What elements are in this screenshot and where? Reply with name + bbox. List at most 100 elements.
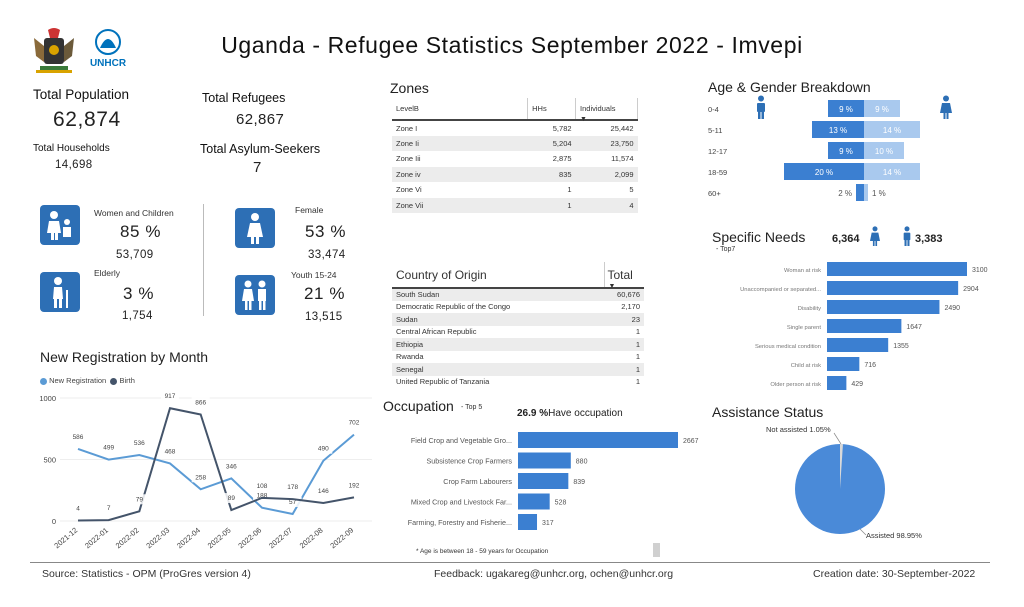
male-value-label: 9 % bbox=[839, 105, 853, 114]
origin-table: Country of Origin Total ▼ South Sudan 60,6… bbox=[392, 262, 644, 388]
female-bar bbox=[864, 142, 904, 159]
table-cell: 1 bbox=[635, 377, 640, 387]
zones-header-level[interactable]: LevelB bbox=[392, 98, 529, 121]
zones-title: Zones bbox=[390, 80, 429, 96]
occupation-bar bbox=[518, 473, 569, 489]
data-label-bg bbox=[283, 496, 302, 507]
x-tick-label: 2022-04 bbox=[175, 526, 202, 551]
data-label-bg bbox=[345, 417, 363, 428]
not-assisted-leader bbox=[833, 432, 842, 445]
data-label: 346 bbox=[226, 463, 237, 470]
table-row[interactable]: Zone Vi 1 5 bbox=[392, 182, 638, 198]
table-cell: Zone Vii bbox=[392, 197, 528, 213]
zones-header-individuals[interactable]: Individuals ▼ bbox=[575, 98, 638, 123]
age-category-label: 5-11 bbox=[708, 126, 722, 135]
occupation-have-text: Have occupation bbox=[548, 408, 623, 419]
y-tick-label: 1000 bbox=[39, 394, 56, 403]
elderly-count: 1,754 bbox=[122, 310, 153, 322]
unhcr-logo: UNHCR bbox=[84, 26, 132, 76]
data-label-bg bbox=[130, 438, 149, 449]
occupation-chart: Field Crop and Vegetable Gro... 2667 Subsi… bbox=[408, 432, 699, 530]
total-households-value: 14,698 bbox=[55, 159, 93, 171]
table-row[interactable]: Zone I 5,782 25,442 bbox=[392, 120, 638, 136]
specific-needs-title: Specific Needs bbox=[712, 229, 806, 245]
data-label-bg bbox=[191, 397, 210, 408]
legend-birth-dot bbox=[110, 377, 118, 385]
male-bar bbox=[812, 121, 864, 138]
table-row[interactable]: Zone Vii 1 4 bbox=[392, 197, 638, 213]
table-row[interactable]: Democratic Republic of the Congo 2,170 bbox=[392, 301, 644, 314]
female-value-label: 14 % bbox=[883, 126, 901, 135]
table-cell: 23 bbox=[604, 313, 644, 326]
table-cell: 60,676 bbox=[604, 288, 644, 301]
data-label: 536 bbox=[134, 440, 145, 447]
need-bar bbox=[827, 300, 940, 314]
table-row[interactable]: Zone Ii 5,204 23,750 bbox=[392, 135, 638, 151]
occupation-value: 317 bbox=[542, 520, 554, 527]
x-tick-label: 2022-06 bbox=[236, 526, 263, 551]
data-label-bg bbox=[253, 480, 271, 491]
table-cell: Central African Republic bbox=[396, 327, 477, 337]
occupation-subtitle: - Top 5 bbox=[461, 404, 483, 411]
occupation-label: Field Crop and Vegetable Gro... bbox=[411, 436, 512, 445]
data-label-bg bbox=[345, 480, 363, 491]
data-label-bg bbox=[253, 490, 271, 501]
data-label: 57 bbox=[289, 499, 297, 506]
female-value-label: 10 % bbox=[875, 147, 893, 156]
total-population-label: Total Population bbox=[33, 87, 130, 102]
data-label: 89 bbox=[228, 495, 236, 502]
table-row[interactable]: Central African Republic 1 bbox=[392, 326, 644, 339]
female-value-label: 14 % bbox=[883, 168, 901, 177]
data-label-bg bbox=[314, 443, 333, 454]
zones-header-hhs[interactable]: HHs bbox=[527, 98, 577, 121]
need-value: 1355 bbox=[893, 343, 909, 350]
table-row[interactable]: Rwanda 1 bbox=[392, 351, 644, 364]
table-cell: 1 bbox=[567, 185, 572, 195]
data-label: 146 bbox=[318, 488, 329, 495]
scrollbar-thumb[interactable] bbox=[653, 543, 660, 557]
male-value-label: 2 % bbox=[838, 189, 852, 198]
female-pct: 53 % bbox=[305, 222, 347, 241]
table-row[interactable]: Zone Iii 2,875 11,574 bbox=[392, 151, 638, 167]
x-tick-label: 2022-02 bbox=[114, 526, 141, 551]
table-row[interactable]: United Republic of Tanzania 1 bbox=[392, 376, 644, 389]
data-label-bg bbox=[161, 446, 179, 457]
assisted-label: Assisted 98.95% bbox=[866, 531, 922, 540]
need-bar bbox=[827, 319, 902, 333]
data-label: 4 bbox=[76, 506, 80, 513]
women-children-pct: 85 % bbox=[120, 222, 162, 241]
table-row[interactable]: Senegal 1 bbox=[392, 363, 644, 376]
table-cell: South Sudan bbox=[392, 288, 604, 301]
female-label: Female bbox=[295, 205, 324, 215]
data-label: 7 bbox=[107, 505, 111, 512]
need-label: Unaccompanied or separated... bbox=[740, 287, 821, 293]
women-children-label: Women and Children bbox=[94, 208, 174, 218]
total-asylum-label: Total Asylum-Seekers bbox=[200, 142, 321, 156]
occupation-value: 839 bbox=[573, 479, 585, 486]
x-tick-label: 2022-05 bbox=[206, 526, 233, 551]
female-bar bbox=[864, 100, 900, 117]
legend-new-dot bbox=[40, 377, 47, 385]
male-value-label: 13 % bbox=[829, 126, 847, 135]
table-cell: Zone iv bbox=[392, 166, 528, 182]
table-row[interactable]: Sudan 23 bbox=[392, 313, 644, 326]
x-tick-label: 2021-12 bbox=[52, 526, 79, 551]
need-value: 2490 bbox=[944, 305, 960, 312]
x-tick-label: 2022-03 bbox=[144, 526, 171, 551]
need-bar bbox=[827, 376, 847, 390]
table-row[interactable]: South Sudan 60,676 bbox=[392, 288, 644, 301]
female-person-icon bbox=[870, 225, 880, 252]
occupation-label: Mixed Crop and Livestock Far... bbox=[411, 498, 512, 507]
need-bar bbox=[827, 357, 860, 371]
table-cell: 1 bbox=[604, 363, 644, 376]
data-label: 188 bbox=[257, 493, 268, 500]
footer-feedback: Feedback: ugakareg@unhcr.org, ochen@unhc… bbox=[434, 568, 674, 580]
origin-header-country[interactable]: Country of Origin bbox=[392, 262, 605, 289]
age-category-label: 18-59 bbox=[708, 168, 727, 177]
need-label: Older person at risk bbox=[770, 382, 821, 388]
registration-title: New Registration by Month bbox=[40, 349, 209, 365]
table-row[interactable]: Ethiopia 1 bbox=[392, 338, 644, 351]
table-row[interactable]: Zone iv 835 2,099 bbox=[392, 166, 638, 182]
table-cell: 5,782 bbox=[552, 123, 572, 133]
origin-header-total[interactable]: Total ▼ bbox=[604, 262, 644, 290]
